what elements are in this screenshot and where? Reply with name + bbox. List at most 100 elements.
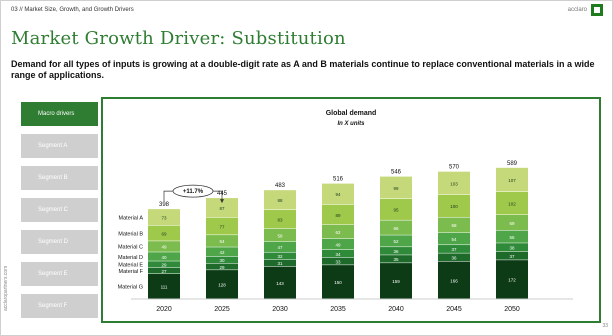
bar-segment	[206, 256, 238, 264]
total-label: 516	[333, 177, 344, 183]
data-label: 172	[508, 278, 516, 283]
bar-segment	[148, 225, 180, 241]
data-label: 31	[277, 261, 283, 266]
bar-segment	[322, 183, 354, 205]
bar-segment	[322, 250, 354, 258]
data-label: 100	[450, 204, 458, 209]
x-tick-label: 2020	[156, 306, 172, 313]
bar-segment	[206, 217, 238, 235]
series-label: Material E	[118, 263, 143, 269]
data-label: 102	[508, 201, 516, 206]
data-label: 36	[451, 255, 457, 260]
series-label: Material C	[118, 245, 143, 251]
bar-segment	[496, 167, 528, 192]
bar-segment	[380, 247, 412, 255]
total-label: 398	[159, 202, 170, 208]
bar-segment	[206, 263, 238, 270]
data-label: 56	[509, 235, 515, 240]
site-url: acclaropartners.com	[3, 265, 9, 311]
data-label: 89	[335, 213, 341, 218]
data-label: 69	[509, 221, 515, 226]
bar-segment	[438, 171, 470, 195]
data-label: 33	[335, 259, 341, 264]
data-label: 49	[335, 242, 341, 247]
total-label: 483	[275, 183, 286, 189]
bar-segment	[148, 261, 180, 268]
bar-segment	[438, 194, 470, 217]
bar-segment	[496, 243, 528, 252]
data-label: 73	[161, 215, 167, 220]
data-label: 69	[161, 231, 167, 236]
cagr-bubble	[172, 184, 214, 198]
bar-segment	[148, 252, 180, 261]
bar-segment	[206, 198, 238, 218]
data-label: 40	[161, 255, 167, 260]
bar-segment	[380, 220, 412, 235]
data-label: 49	[161, 245, 167, 250]
breadcrumb: 03 // Market Size, Growth, and Growth Dr…	[11, 7, 134, 13]
bar-segment	[438, 245, 470, 253]
data-label: 107	[508, 178, 516, 183]
chart-panel: Global demand In X units 111 27 29 40 49 69 73 39…	[101, 97, 601, 323]
bar-segment	[264, 266, 296, 299]
data-label: 77	[219, 224, 225, 229]
data-label: 54	[451, 237, 457, 242]
data-label: 32	[277, 254, 283, 259]
bar-segment	[380, 198, 412, 220]
sidebar-item-segment-b[interactable]: Segment B	[21, 166, 98, 190]
bar-segment	[380, 263, 412, 299]
cagr-arrowhead	[220, 199, 224, 204]
sidebar-item-segment-d[interactable]: Segment D	[21, 230, 98, 254]
series-label: Material F	[119, 269, 144, 275]
data-label: 30	[219, 258, 225, 263]
data-label: 83	[277, 217, 283, 222]
data-label: 88	[277, 198, 283, 203]
total-label: 589	[507, 161, 518, 167]
sidebar-item-macro-drivers[interactable]: Macro drivers	[21, 102, 98, 126]
x-tick-label: 2025	[214, 306, 230, 313]
page-subtitle: Demand for all types of inputs is growin…	[11, 59, 595, 80]
data-label: 27	[161, 269, 167, 274]
bar-segment	[264, 259, 296, 267]
data-label: 159	[392, 279, 400, 284]
bar-segment	[264, 210, 296, 229]
data-label: 37	[509, 254, 515, 259]
logo-text: acclaro	[567, 7, 587, 13]
bar-segment	[322, 265, 354, 299]
data-label: 54	[219, 239, 225, 244]
bar-segment	[148, 209, 180, 226]
data-label: 66	[393, 226, 399, 231]
bar-segment	[148, 273, 180, 299]
data-label: 95	[393, 208, 399, 213]
data-label: 42	[219, 250, 225, 255]
data-label: 94	[335, 192, 341, 197]
x-tick-label: 2030	[272, 306, 288, 313]
chart-subtitle: In X units	[338, 121, 366, 127]
data-label: 68	[451, 223, 457, 228]
data-label: 58	[277, 233, 283, 238]
bar-segment	[264, 228, 296, 242]
bar-segment	[206, 247, 238, 257]
page-number: 33	[602, 323, 608, 329]
chart-title: Global demand	[326, 110, 377, 117]
data-label: 29	[161, 263, 167, 268]
x-tick-label: 2035	[330, 306, 346, 313]
bar-segment	[438, 232, 470, 245]
sidebar-item-segment-a[interactable]: Segment A	[21, 134, 98, 158]
total-label: 546	[391, 170, 402, 176]
x-tick-label: 2050	[504, 306, 520, 313]
sidebar-item-segment-c[interactable]: Segment C	[21, 198, 98, 222]
data-label: 128	[218, 283, 226, 288]
sidebar-item-segment-e[interactable]: Segment E	[21, 262, 98, 286]
bar-segment	[496, 230, 528, 243]
bar-segment	[380, 255, 412, 263]
bar-segment	[496, 191, 528, 215]
sidebar-item-segment-f[interactable]: Segment F	[21, 294, 98, 318]
sidebar: Macro drivers Segment A Segment B Segmen…	[21, 102, 98, 326]
bar-segment	[264, 252, 296, 260]
data-label: 99	[393, 186, 399, 191]
logo: acclaro	[568, 4, 603, 16]
data-label: 166	[450, 278, 458, 283]
bar-segment	[322, 257, 354, 265]
